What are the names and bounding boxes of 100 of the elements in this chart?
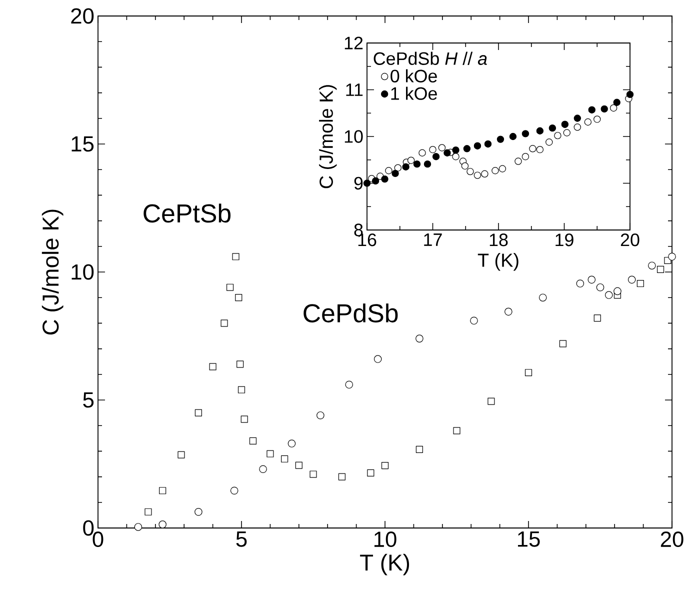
point [594,116,601,123]
point [466,168,474,176]
point [588,106,596,114]
x-tick-label: 15 [518,532,540,547]
point [194,508,202,516]
point [424,160,432,168]
point [438,144,446,152]
point [538,294,547,302]
x-tick-label: 5 [236,532,247,547]
point [374,355,382,363]
point [563,129,570,136]
point [596,283,604,292]
point [588,276,596,284]
point [514,158,522,165]
point [345,380,354,389]
x-tick-label: 19 [556,234,574,246]
point [474,142,482,150]
point [636,280,644,288]
point [394,164,402,172]
point [226,284,234,291]
point [504,308,512,316]
point [554,132,562,140]
point [594,314,601,322]
x-tick-label: 20 [620,234,640,246]
point [367,469,374,476]
legend-title: CePdSb H // a [374,52,487,65]
series-label: CePdSb [304,303,398,322]
point [407,156,415,164]
point [238,386,246,394]
point [536,127,544,134]
point [461,162,469,170]
y-tick-label: 12 [344,36,363,50]
point [381,175,388,183]
point [496,136,504,143]
point [316,411,324,420]
y-tick-label: 20 [71,8,94,24]
point [546,138,553,146]
point [249,437,257,444]
point [536,146,544,154]
point [288,440,296,448]
point [613,98,620,106]
point [452,153,460,160]
point [281,455,288,462]
point [600,105,608,113]
point [209,363,216,370]
point [524,369,532,376]
point [576,280,584,288]
point [230,486,238,495]
point [509,132,517,140]
point [584,118,592,126]
point [656,266,664,273]
series-label: CePtSb [144,204,231,223]
point [240,416,248,423]
point [628,276,636,284]
y-tick-label: 9 [354,176,363,190]
point [413,160,421,168]
point [310,470,317,478]
point [610,104,618,112]
point [295,462,302,469]
point [574,114,582,122]
x-tick-label: 17 [424,234,442,246]
y-tick-label: 10 [72,264,94,280]
point [484,140,492,148]
point [561,120,569,128]
point [235,294,242,302]
point [416,446,423,453]
point [432,153,440,160]
point [574,124,582,131]
y-axis-title: C (J/mole K) [319,85,337,188]
point [429,146,436,154]
point [236,360,244,368]
point [159,487,166,494]
point [144,508,152,516]
point [338,473,346,480]
point [266,450,274,458]
point [463,145,471,152]
point [385,167,392,174]
point [363,180,371,187]
x-axis-title: T (K) [478,253,518,271]
point [453,427,460,434]
legend-label: 1 kOe [391,86,437,100]
point [626,90,634,98]
point [648,262,656,270]
point [668,252,676,261]
point [220,320,228,327]
point [492,167,499,174]
y-tick-label: 5 [83,392,94,408]
point [474,172,482,179]
point [481,170,488,178]
y-tick-label: 15 [72,136,94,152]
point [614,287,622,296]
point [178,451,185,458]
y-tick-label: 11 [346,84,363,96]
x-tick-label: 10 [374,532,396,548]
point [158,520,166,528]
point [529,145,536,152]
point [402,163,410,170]
x-axis-title: T (K) [360,554,410,576]
point [134,523,142,531]
point [416,334,424,342]
